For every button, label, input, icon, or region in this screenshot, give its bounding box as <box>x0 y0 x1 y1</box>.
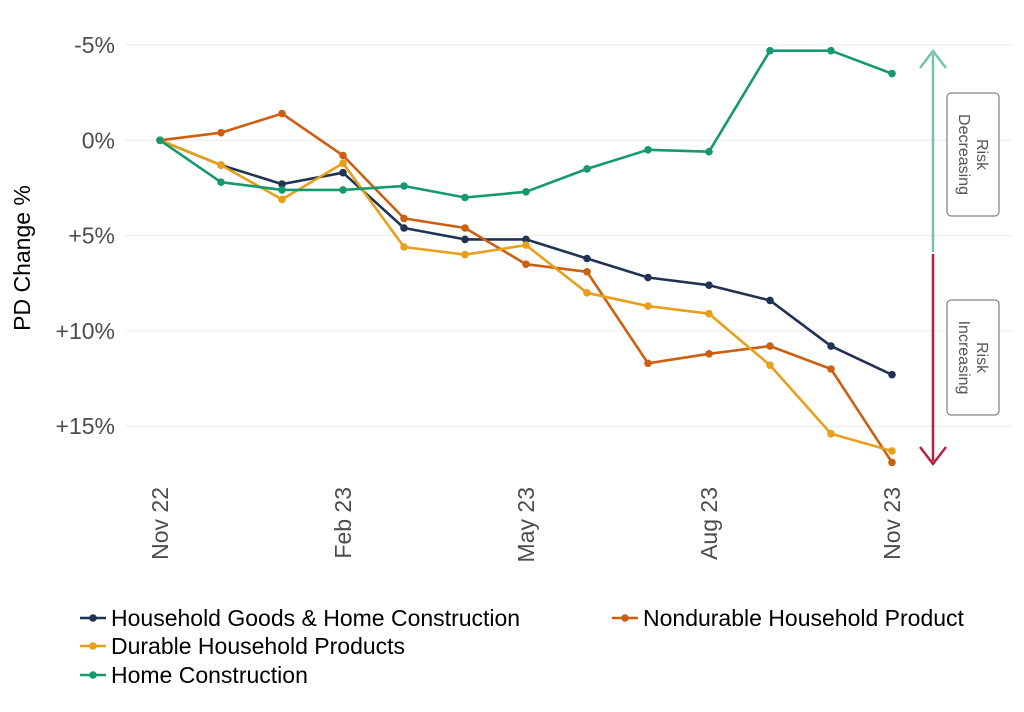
data-point <box>278 195 286 204</box>
data-point <box>217 128 225 137</box>
data-point <box>339 186 347 194</box>
series-1 <box>156 109 896 467</box>
data-point <box>461 250 469 259</box>
data-point <box>827 430 835 438</box>
data-point <box>461 224 469 232</box>
data-point <box>644 359 652 368</box>
legend-swatch-point <box>621 614 629 622</box>
data-point <box>339 168 347 177</box>
legend-label: Household Goods & Home Construction <box>111 605 520 631</box>
data-point <box>339 151 347 160</box>
x-tick-label: Aug 23 <box>696 487 722 560</box>
data-point <box>400 224 408 232</box>
data-point <box>217 161 225 169</box>
risk-annotation: RiskDecreasing RiskIncreasing <box>919 48 1000 467</box>
series-0 <box>156 136 896 379</box>
risk-increasing-label: RiskIncreasing <box>955 321 990 395</box>
data-point <box>888 458 896 467</box>
legend-label: Home Construction <box>111 662 308 688</box>
data-point <box>766 342 774 350</box>
data-point <box>705 350 713 358</box>
data-point <box>522 235 530 244</box>
grid <box>125 44 1013 427</box>
series-2 <box>156 136 896 455</box>
data-point <box>461 235 469 244</box>
legend: Household Goods & Home Construction Nondu… <box>80 605 965 688</box>
legend-swatch-point <box>89 642 97 650</box>
data-point <box>705 309 713 318</box>
data-point <box>522 188 530 196</box>
data-point <box>400 214 408 223</box>
series-line <box>159 139 893 453</box>
x-tick-label: Nov 22 <box>147 487 173 560</box>
data-point <box>156 136 164 145</box>
data-point <box>766 296 774 305</box>
series-line <box>159 49 893 199</box>
data-point <box>278 180 286 188</box>
data-point <box>766 361 774 370</box>
data-point <box>278 109 286 118</box>
risk-decreasing-box <box>946 92 1000 217</box>
data-point <box>827 365 835 373</box>
data-point <box>339 159 347 167</box>
data-point <box>583 268 591 276</box>
data-point <box>583 254 591 263</box>
data-point <box>522 241 530 249</box>
series-3 <box>156 46 896 202</box>
data-point <box>644 302 652 310</box>
data-point <box>705 281 713 290</box>
data-point <box>400 243 408 251</box>
data-point <box>888 370 896 379</box>
data-point <box>278 186 286 194</box>
data-point <box>705 147 713 156</box>
risk-decreasing-arrowhead <box>919 48 947 69</box>
x-axis-ticks: Nov 22 Feb 23 May 23 Aug 23 Nov 23 <box>147 487 905 562</box>
data-point <box>217 178 225 186</box>
data-point <box>522 260 530 269</box>
series-group <box>156 46 896 467</box>
data-point <box>644 146 652 154</box>
y-tick-label: 0% <box>82 127 115 153</box>
legend-swatch-point <box>89 614 97 622</box>
risk-increasing-box <box>946 299 1000 416</box>
legend-label: Durable Household Products <box>111 633 405 659</box>
y-tick-label: +10% <box>56 318 115 344</box>
data-point <box>461 193 469 202</box>
legend-item: Durable Household Products <box>80 633 405 659</box>
y-axis-title: PD Change % <box>9 185 35 331</box>
risk-increasing-arrowhead <box>919 446 947 467</box>
data-point <box>888 447 896 455</box>
data-point <box>827 342 835 350</box>
legend-label: Nondurable Household Product <box>643 605 965 631</box>
series-line <box>159 112 894 464</box>
legend-item: Nondurable Household Product <box>612 605 965 631</box>
risk-decreasing-label: RiskDecreasing <box>955 114 990 195</box>
data-point <box>583 289 591 297</box>
y-tick-label: -5% <box>74 32 115 58</box>
legend-swatch-point <box>89 671 97 679</box>
x-tick-label: May 23 <box>513 487 539 562</box>
data-point <box>583 165 591 173</box>
y-tick-label: +15% <box>56 413 115 439</box>
data-point <box>766 46 774 55</box>
series-line <box>159 139 893 376</box>
x-tick-label: Feb 23 <box>330 487 356 559</box>
data-point <box>644 273 652 282</box>
x-tick-label: Nov 23 <box>879 487 905 560</box>
data-point <box>400 182 408 190</box>
legend-item: Home Construction <box>80 662 308 688</box>
y-axis-ticks: -5% 0% +5% +10% +15% <box>56 32 115 439</box>
data-point <box>888 69 896 78</box>
y-tick-label: +5% <box>68 223 115 249</box>
data-point <box>827 46 835 55</box>
legend-item: Household Goods & Home Construction <box>80 605 520 631</box>
